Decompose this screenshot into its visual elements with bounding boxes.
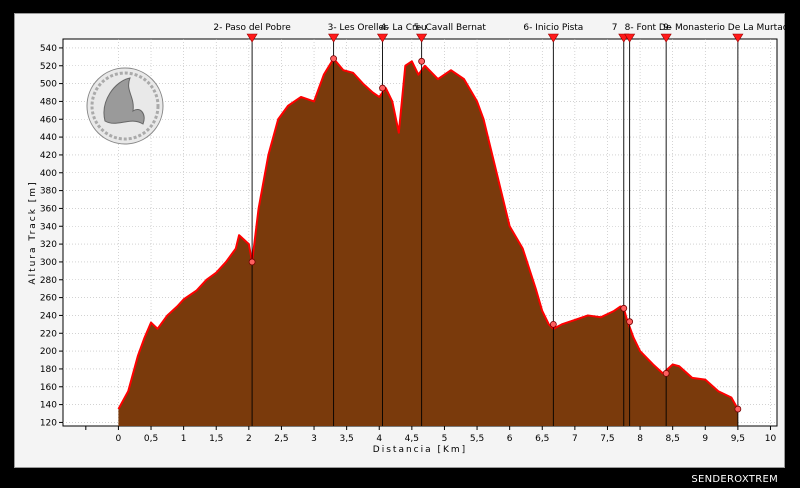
waypoint-point: [549, 320, 557, 328]
y-tick-label: 500: [40, 80, 57, 90]
waypoint-label: 3- Les Orelles: [328, 23, 389, 33]
x-tick-label: 3: [311, 434, 317, 444]
x-tick-label: 9: [702, 434, 708, 444]
x-tick-label: 9,5: [731, 434, 745, 444]
y-tick-label: 360: [40, 204, 57, 214]
y-axis-label: Altura Track [m]: [28, 180, 38, 284]
waypoint-point: [662, 369, 670, 377]
waypoint-marker: [328, 33, 340, 43]
waypoint-marker: [246, 33, 258, 43]
x-tick-label: 1,5: [209, 434, 223, 444]
waypoint-marker: [376, 33, 389, 43]
y-tick-label: 160: [40, 383, 57, 393]
waypoint-point: [620, 304, 628, 312]
altitude-stats: Altura Máxima: 528 m Altura Mínima: 134 …: [15, 471, 786, 480]
waypoint-label: 2- Paso del Pobre: [213, 23, 291, 33]
x-tick-label: 4: [376, 434, 382, 444]
x-tick-label: 7: [572, 434, 578, 444]
y-tick-label: 140: [40, 401, 57, 411]
max-altitude-label: Altura Máxima: 528 m: [308, 471, 398, 480]
credit-watermark: SENDEROXTREM: [691, 474, 778, 485]
x-tick-label: 2,5: [274, 434, 288, 444]
waypoint-label: 4- La Creu: [381, 23, 427, 33]
y-tick-label: 460: [40, 115, 57, 125]
y-tick-label: 420: [40, 151, 57, 161]
logo-seal-icon: [86, 67, 164, 145]
y-tick-label: 280: [40, 276, 57, 286]
x-tick-label: 8,5: [666, 434, 680, 444]
y-tick-label: 380: [40, 187, 57, 197]
x-tick-label: 0,5: [144, 434, 158, 444]
y-tick-label: 240: [40, 311, 57, 321]
y-tick-label: 180: [40, 365, 57, 375]
y-tick-label: 520: [40, 62, 57, 72]
waypoint-point: [248, 258, 256, 266]
waypoint-point: [418, 57, 426, 65]
min-altitude-label: Altura Mínima: 134 m: [405, 471, 493, 480]
x-tick-label: 3,5: [339, 434, 353, 444]
waypoint-marker: [624, 33, 636, 43]
waypoint-marker: [660, 33, 672, 43]
waypoint-marker: [416, 33, 428, 43]
x-tick-label: 5,5: [470, 434, 484, 444]
y-tick-label: 340: [40, 222, 57, 232]
chart-frame: 120 140 160 180 200 220 240 260 280 300 320 340 360 3…: [14, 13, 786, 480]
x-tick-label: 6,5: [535, 434, 549, 444]
waypoint-label: 9- Monasterio De La Murtacio - Fin: [663, 23, 786, 33]
y-tick-label: 300: [40, 258, 57, 268]
y-tick-label: 220: [40, 329, 57, 339]
y-tick-label: 120: [40, 418, 57, 428]
waypoint-label: 7: [612, 23, 618, 33]
y-tick-label: 400: [40, 169, 57, 179]
y-tick-label: 260: [40, 294, 57, 304]
waypoint-label: 6- Inicio Pista: [523, 23, 583, 33]
x-tick-label: 8: [637, 434, 643, 444]
waypoint-label: 8- Font De: [625, 23, 672, 33]
waypoint-marker: [732, 33, 744, 43]
x-tick-label: 5: [442, 434, 448, 444]
elevation-profile-chart: 1201401601802002202402602803003203403603…: [28, 23, 786, 455]
x-tick-label: 0: [116, 434, 122, 444]
elevation-area: [118, 58, 738, 426]
x-tick-label: 10: [765, 434, 777, 444]
x-tick-label: 7,5: [600, 434, 614, 444]
waypoint-point: [734, 405, 742, 413]
elevation-line: [117, 57, 739, 410]
x-tick-label: 6: [507, 434, 513, 444]
waypoint-point: [379, 84, 386, 92]
waypoint-marker: [547, 33, 559, 43]
waypoint-point: [330, 55, 338, 63]
x-axis-label: Distancia [Km]: [373, 445, 467, 455]
x-tick-label: 2: [246, 434, 252, 444]
waypoint-point: [626, 318, 634, 326]
waypoint-label: 5- Cavall Bernat: [414, 23, 487, 33]
x-tick-label: 1: [181, 434, 187, 444]
y-tick-label: 480: [40, 97, 57, 107]
y-tick-label: 540: [40, 44, 57, 54]
x-tick-label: 4,5: [405, 434, 419, 444]
y-tick-label: 200: [40, 347, 57, 357]
y-tick-label: 440: [40, 133, 57, 143]
y-tick-label: 320: [40, 240, 57, 250]
